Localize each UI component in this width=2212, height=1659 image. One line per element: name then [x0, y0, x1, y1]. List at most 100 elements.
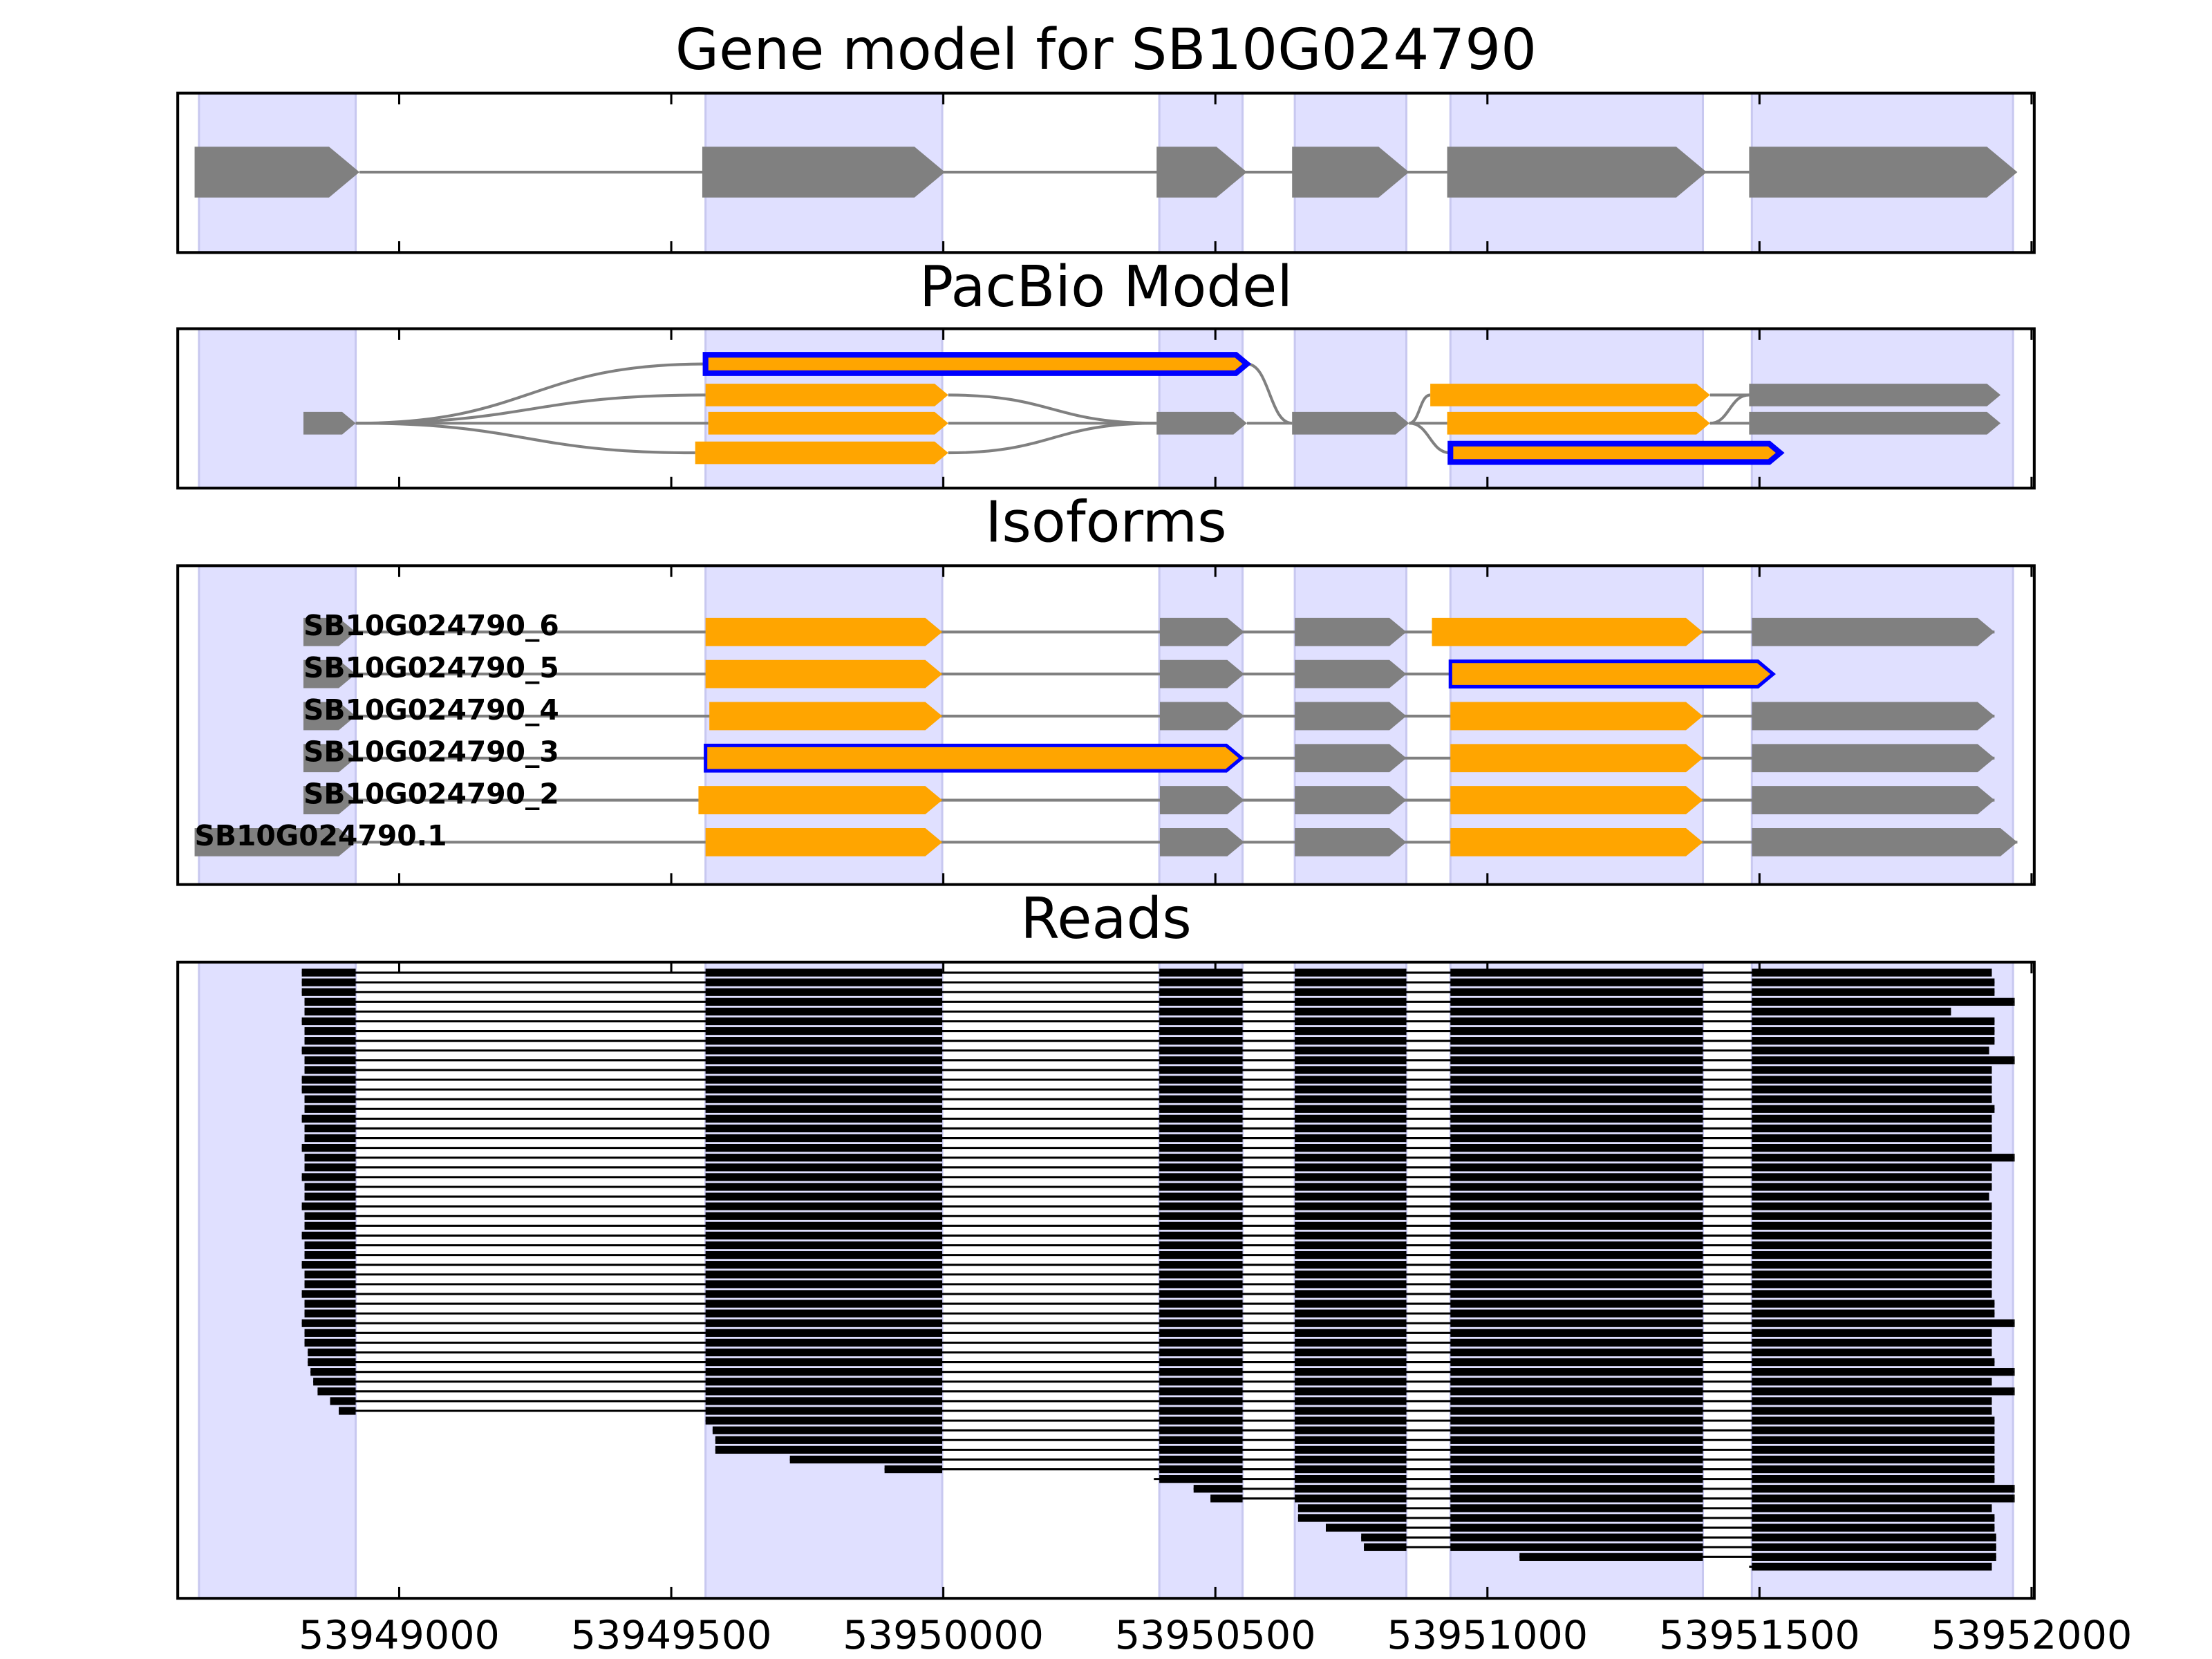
- read-block: [1752, 1465, 1995, 1474]
- read-block: [1159, 988, 1243, 996]
- x-tick-label: 53952000: [1931, 1613, 2133, 1658]
- read-block: [705, 1173, 943, 1181]
- read-block: [2013, 1494, 2015, 1503]
- read-block: [1295, 1163, 1407, 1172]
- read-block: [1159, 997, 1243, 1006]
- exon: [1156, 147, 1247, 198]
- read-block: [1159, 1474, 1243, 1483]
- exon: [1159, 827, 1244, 856]
- x-tick-label: 53950000: [843, 1613, 1044, 1658]
- read-block: [1752, 1445, 1995, 1454]
- read-block: [1450, 1524, 1703, 1532]
- read-block: [1752, 978, 1995, 986]
- read-block: [1159, 1348, 1243, 1357]
- read-block: [705, 988, 943, 996]
- read-block: [1159, 1445, 1243, 1454]
- read-block: [1295, 1436, 1407, 1444]
- read-block: [705, 1007, 943, 1016]
- read-block: [705, 1329, 943, 1337]
- read-block: [1752, 1076, 1992, 1084]
- read-block: [330, 1397, 356, 1405]
- read-block: [1159, 1250, 1243, 1259]
- read-block: [705, 1212, 943, 1220]
- read-block: [705, 1407, 943, 1415]
- read-block: [705, 1017, 943, 1026]
- read-block: [1752, 1192, 1989, 1201]
- read-block: [1752, 1027, 1995, 1035]
- read-block: [1295, 1338, 1407, 1347]
- exon: [1295, 827, 1407, 856]
- read-block: [304, 1037, 356, 1045]
- read-block: [1450, 1250, 1703, 1259]
- read-block: [1295, 968, 1407, 977]
- read-block: [1295, 997, 1407, 1006]
- read-block: [705, 1241, 943, 1250]
- read-block: [1450, 1231, 1703, 1240]
- read-block: [705, 1221, 943, 1230]
- read-block: [1295, 1485, 1407, 1493]
- read-block: [301, 1202, 356, 1210]
- read-block: [1752, 1183, 1992, 1191]
- read-block: [301, 988, 356, 996]
- read-block: [1159, 1143, 1243, 1152]
- read-block: [313, 1378, 356, 1386]
- read-block: [1450, 1368, 1703, 1376]
- exon: [303, 659, 356, 688]
- isoform-label: SB10G024790.1: [195, 819, 447, 852]
- read-block: [304, 1212, 356, 1220]
- read-block: [1295, 1192, 1407, 1201]
- node: [1447, 411, 1710, 435]
- read-block: [705, 1183, 943, 1191]
- read-block: [1159, 1114, 1243, 1123]
- read-block: [1159, 1105, 1243, 1113]
- read-block: [1450, 1358, 1703, 1367]
- read-block: [1295, 1426, 1407, 1434]
- splice-edge: [1709, 393, 1750, 425]
- exon: [1752, 702, 1995, 731]
- read-block: [1752, 1221, 1992, 1230]
- exon: [303, 744, 356, 773]
- read-block: [1752, 1280, 1992, 1288]
- read-block: [301, 1085, 356, 1094]
- isoform-label: SB10G024790_5: [303, 651, 559, 684]
- read-block: [1159, 1387, 1243, 1396]
- read-block: [1450, 1212, 1703, 1220]
- read-block: [1159, 1241, 1243, 1250]
- read-block: [705, 1231, 943, 1240]
- read-block: [1450, 1465, 1703, 1474]
- read-block: [705, 1105, 943, 1113]
- read-block: [705, 1085, 943, 1094]
- isoform-label: SB10G024790_6: [303, 609, 559, 642]
- read-block: [1752, 1300, 1995, 1308]
- read-block: [1450, 1271, 1703, 1279]
- exon: [709, 702, 943, 731]
- read-block: [1450, 1494, 1703, 1503]
- read-block: [705, 1143, 943, 1152]
- read-block: [1450, 1221, 1703, 1230]
- read-block: [1752, 1514, 1995, 1522]
- read-block: [1752, 1017, 1995, 1026]
- splice-edge: [948, 393, 1157, 425]
- read-block: [1752, 1474, 1995, 1483]
- read-block: [1752, 1056, 2014, 1065]
- read-block: [2013, 1485, 2015, 1493]
- read-block: [1752, 1455, 1995, 1464]
- exon-region: [198, 327, 357, 489]
- read-block: [705, 997, 943, 1006]
- exon: [1752, 827, 2018, 856]
- read-block: [1295, 1241, 1407, 1250]
- read-block: [1193, 1485, 1243, 1493]
- exon: [704, 743, 1244, 773]
- read-block: [1450, 1095, 1703, 1103]
- read-block: [1295, 1154, 1407, 1162]
- read-block: [1295, 1114, 1407, 1123]
- node: [705, 384, 948, 406]
- read-block: [705, 978, 943, 986]
- read-block: [1450, 1387, 1703, 1396]
- read-block: [1295, 1085, 1407, 1094]
- read-block: [1752, 1212, 1992, 1220]
- read-block: [1450, 1348, 1703, 1357]
- read-block: [2013, 997, 2015, 1006]
